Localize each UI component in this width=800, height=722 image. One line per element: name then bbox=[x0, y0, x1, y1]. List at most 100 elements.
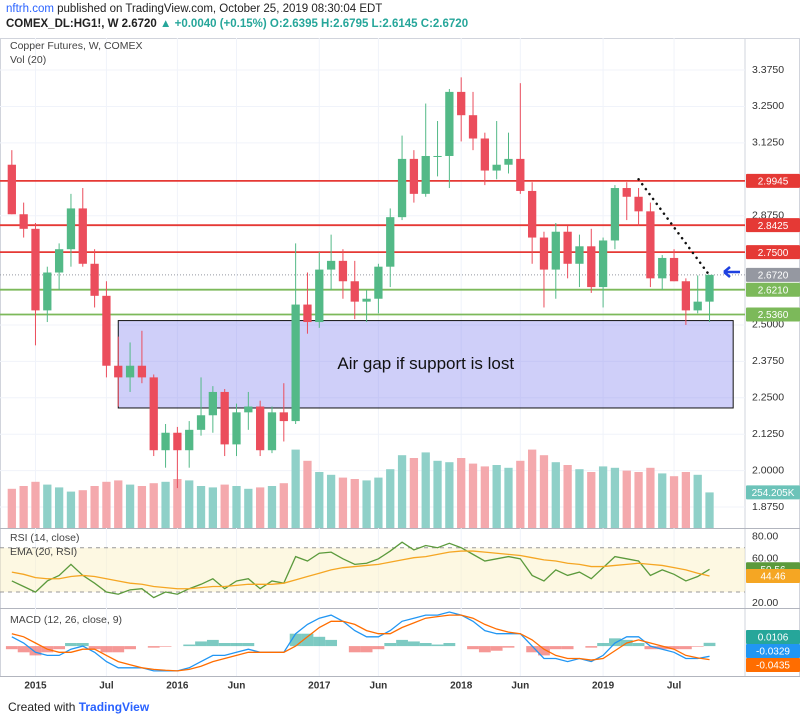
macd-hist bbox=[384, 643, 397, 647]
chart-title: Copper Futures, W, COMEX bbox=[10, 40, 142, 52]
level-label: 2.7500 bbox=[758, 248, 789, 259]
level-label-box bbox=[746, 282, 800, 297]
ohlc: O:2.6395 H:2.6795 L:2.6145 C:2.6720 bbox=[269, 18, 469, 30]
candle-body bbox=[232, 412, 241, 445]
macd-hist bbox=[218, 643, 231, 647]
candle-body bbox=[102, 295, 111, 366]
candle-body bbox=[397, 158, 407, 218]
macd-hist bbox=[478, 646, 491, 653]
volume-bar bbox=[338, 477, 348, 528]
volume-bar bbox=[445, 462, 454, 528]
volume-bar bbox=[587, 472, 596, 528]
volume-bar bbox=[256, 487, 265, 528]
change-value: +0.0040 (+0.15%) bbox=[174, 18, 267, 30]
y-tick-label: 2.1250 bbox=[752, 428, 784, 440]
volume-bar bbox=[137, 486, 147, 528]
macd-hist bbox=[561, 646, 574, 650]
level-label-box bbox=[746, 173, 800, 188]
volume-bar bbox=[267, 486, 277, 528]
macd-hist bbox=[644, 646, 657, 650]
x-tick-label: Jun bbox=[511, 681, 529, 692]
volume-bar bbox=[173, 479, 182, 528]
candle-body bbox=[161, 432, 170, 451]
macd-hist bbox=[656, 646, 669, 650]
macd-hist bbox=[668, 646, 680, 650]
footer-brand[interactable]: TradingView bbox=[78, 700, 150, 714]
level-label-box bbox=[746, 245, 800, 260]
candle-body bbox=[634, 196, 643, 212]
last-value: 44.46 bbox=[760, 572, 785, 583]
candle-body bbox=[125, 365, 135, 378]
candle-body bbox=[315, 269, 324, 323]
last-value: 0.0106 bbox=[758, 633, 789, 644]
macd-hist bbox=[691, 646, 704, 647]
volume-bar bbox=[457, 458, 466, 528]
candle-body bbox=[279, 412, 288, 422]
volume-bar bbox=[693, 474, 702, 528]
footer-prefix: Created with bbox=[8, 700, 76, 714]
candle-body bbox=[575, 246, 584, 264]
volume-bar bbox=[516, 460, 525, 528]
volume-bar bbox=[161, 481, 170, 528]
volume-bar bbox=[480, 466, 489, 528]
volume-bar bbox=[551, 462, 560, 528]
volume-bar bbox=[220, 484, 229, 528]
candle-body bbox=[19, 214, 28, 229]
volume-bar bbox=[326, 474, 336, 528]
level-label: 2.6720 bbox=[758, 270, 789, 281]
macd-hist bbox=[29, 646, 42, 656]
candle-body bbox=[516, 158, 525, 191]
footer: Created with TradingView bbox=[8, 700, 149, 714]
level-label: 2.8425 bbox=[758, 221, 789, 232]
level-label-box bbox=[746, 218, 800, 233]
candle-body bbox=[551, 231, 560, 270]
last-value: -0.0435 bbox=[756, 661, 790, 672]
macd-hist bbox=[76, 643, 89, 647]
volume-bar bbox=[31, 481, 40, 528]
volume-bar bbox=[397, 455, 407, 528]
volume-bar bbox=[646, 467, 655, 528]
volume-bar bbox=[66, 491, 76, 528]
y-tick-label: 3.1250 bbox=[752, 137, 784, 149]
candle-body bbox=[137, 365, 147, 378]
volume-bar bbox=[19, 486, 28, 528]
volume-bar bbox=[421, 452, 430, 528]
candle-body bbox=[386, 217, 395, 267]
candle-body bbox=[54, 249, 64, 273]
candle-body bbox=[409, 158, 419, 194]
candle-body bbox=[7, 164, 16, 215]
volume-bar bbox=[315, 472, 324, 528]
macd-hist bbox=[147, 646, 160, 648]
volume-bar bbox=[409, 458, 419, 528]
volume-bar bbox=[232, 486, 241, 528]
last-value-box bbox=[746, 658, 800, 672]
site[interactable]: nftrh.com bbox=[6, 3, 54, 15]
level-label-box bbox=[746, 307, 800, 322]
volume-bar bbox=[208, 487, 217, 528]
candle-body bbox=[350, 281, 359, 302]
volume-bar bbox=[196, 486, 206, 528]
macd-hist bbox=[230, 643, 243, 647]
volume-bar bbox=[303, 460, 312, 528]
last-value: -0.0329 bbox=[756, 647, 790, 658]
rsi-band bbox=[0, 547, 745, 593]
chart: 2015 Jul 2016 Jun 2017 Jun 2018 Jun 2019 Jul 3.375… bbox=[0, 38, 800, 692]
macd-hist bbox=[17, 646, 30, 653]
candle-body bbox=[149, 377, 158, 451]
candle-body bbox=[256, 406, 265, 451]
volume-label: 254.205K bbox=[752, 488, 795, 499]
macd-hist bbox=[53, 646, 66, 650]
macd-hist bbox=[195, 641, 207, 647]
macd-hist bbox=[5, 646, 18, 650]
x-tick-label: 2019 bbox=[592, 681, 615, 692]
volume-title: Vol (20) bbox=[10, 54, 46, 66]
volume-label-box bbox=[746, 485, 800, 500]
candle-body bbox=[681, 281, 691, 311]
candle-body bbox=[539, 237, 549, 270]
candle-body bbox=[43, 272, 52, 311]
candle-body bbox=[492, 164, 501, 171]
volume-bar bbox=[362, 480, 371, 528]
macd-hist bbox=[313, 636, 326, 647]
level-label: 2.6210 bbox=[758, 285, 789, 296]
candle-body bbox=[504, 158, 513, 165]
